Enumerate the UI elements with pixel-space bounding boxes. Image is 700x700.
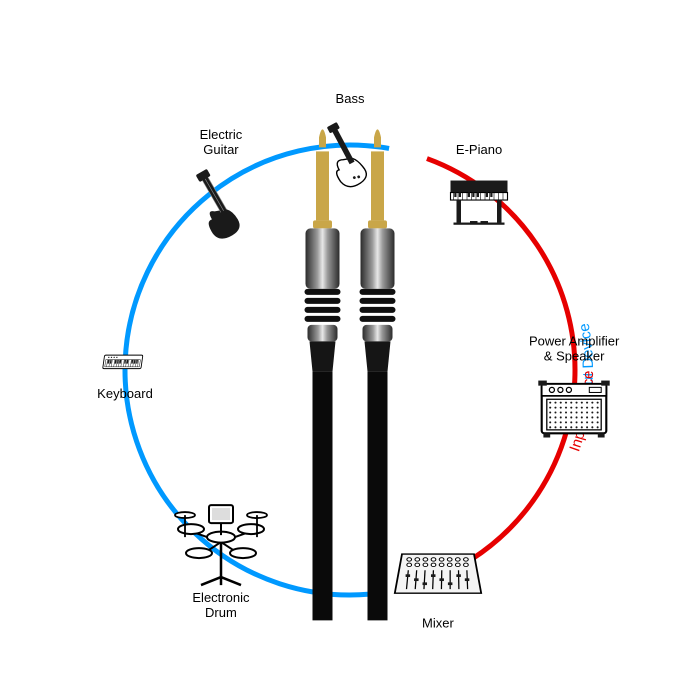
audio-jacks	[269, 115, 432, 625]
electronic-drum-label: Electronic Drum	[161, 591, 281, 621]
power-amp-icon	[524, 364, 624, 449]
e-piano-icon	[424, 158, 534, 233]
electric-guitar-icon	[181, 158, 261, 248]
node-keyboard: Keyboard	[78, 338, 173, 402]
electronic-drum-icon	[161, 487, 281, 587]
keyboard-icon	[78, 338, 173, 383]
bass-label: Bass	[315, 92, 385, 107]
e-piano-label: E-Piano	[424, 143, 534, 158]
node-e-piano: E-Piano	[424, 139, 534, 233]
power-amp-label: Power Amplifier & Speaker	[524, 334, 624, 364]
node-power-amp: Power Amplifier & Speaker	[524, 330, 624, 449]
keyboard-label: Keyboard	[78, 387, 173, 402]
node-electronic-drum: Electronic Drum	[161, 487, 281, 621]
node-electric-guitar: Electric Guitar	[181, 124, 261, 248]
electric-guitar-label: Electric Guitar	[181, 128, 261, 158]
